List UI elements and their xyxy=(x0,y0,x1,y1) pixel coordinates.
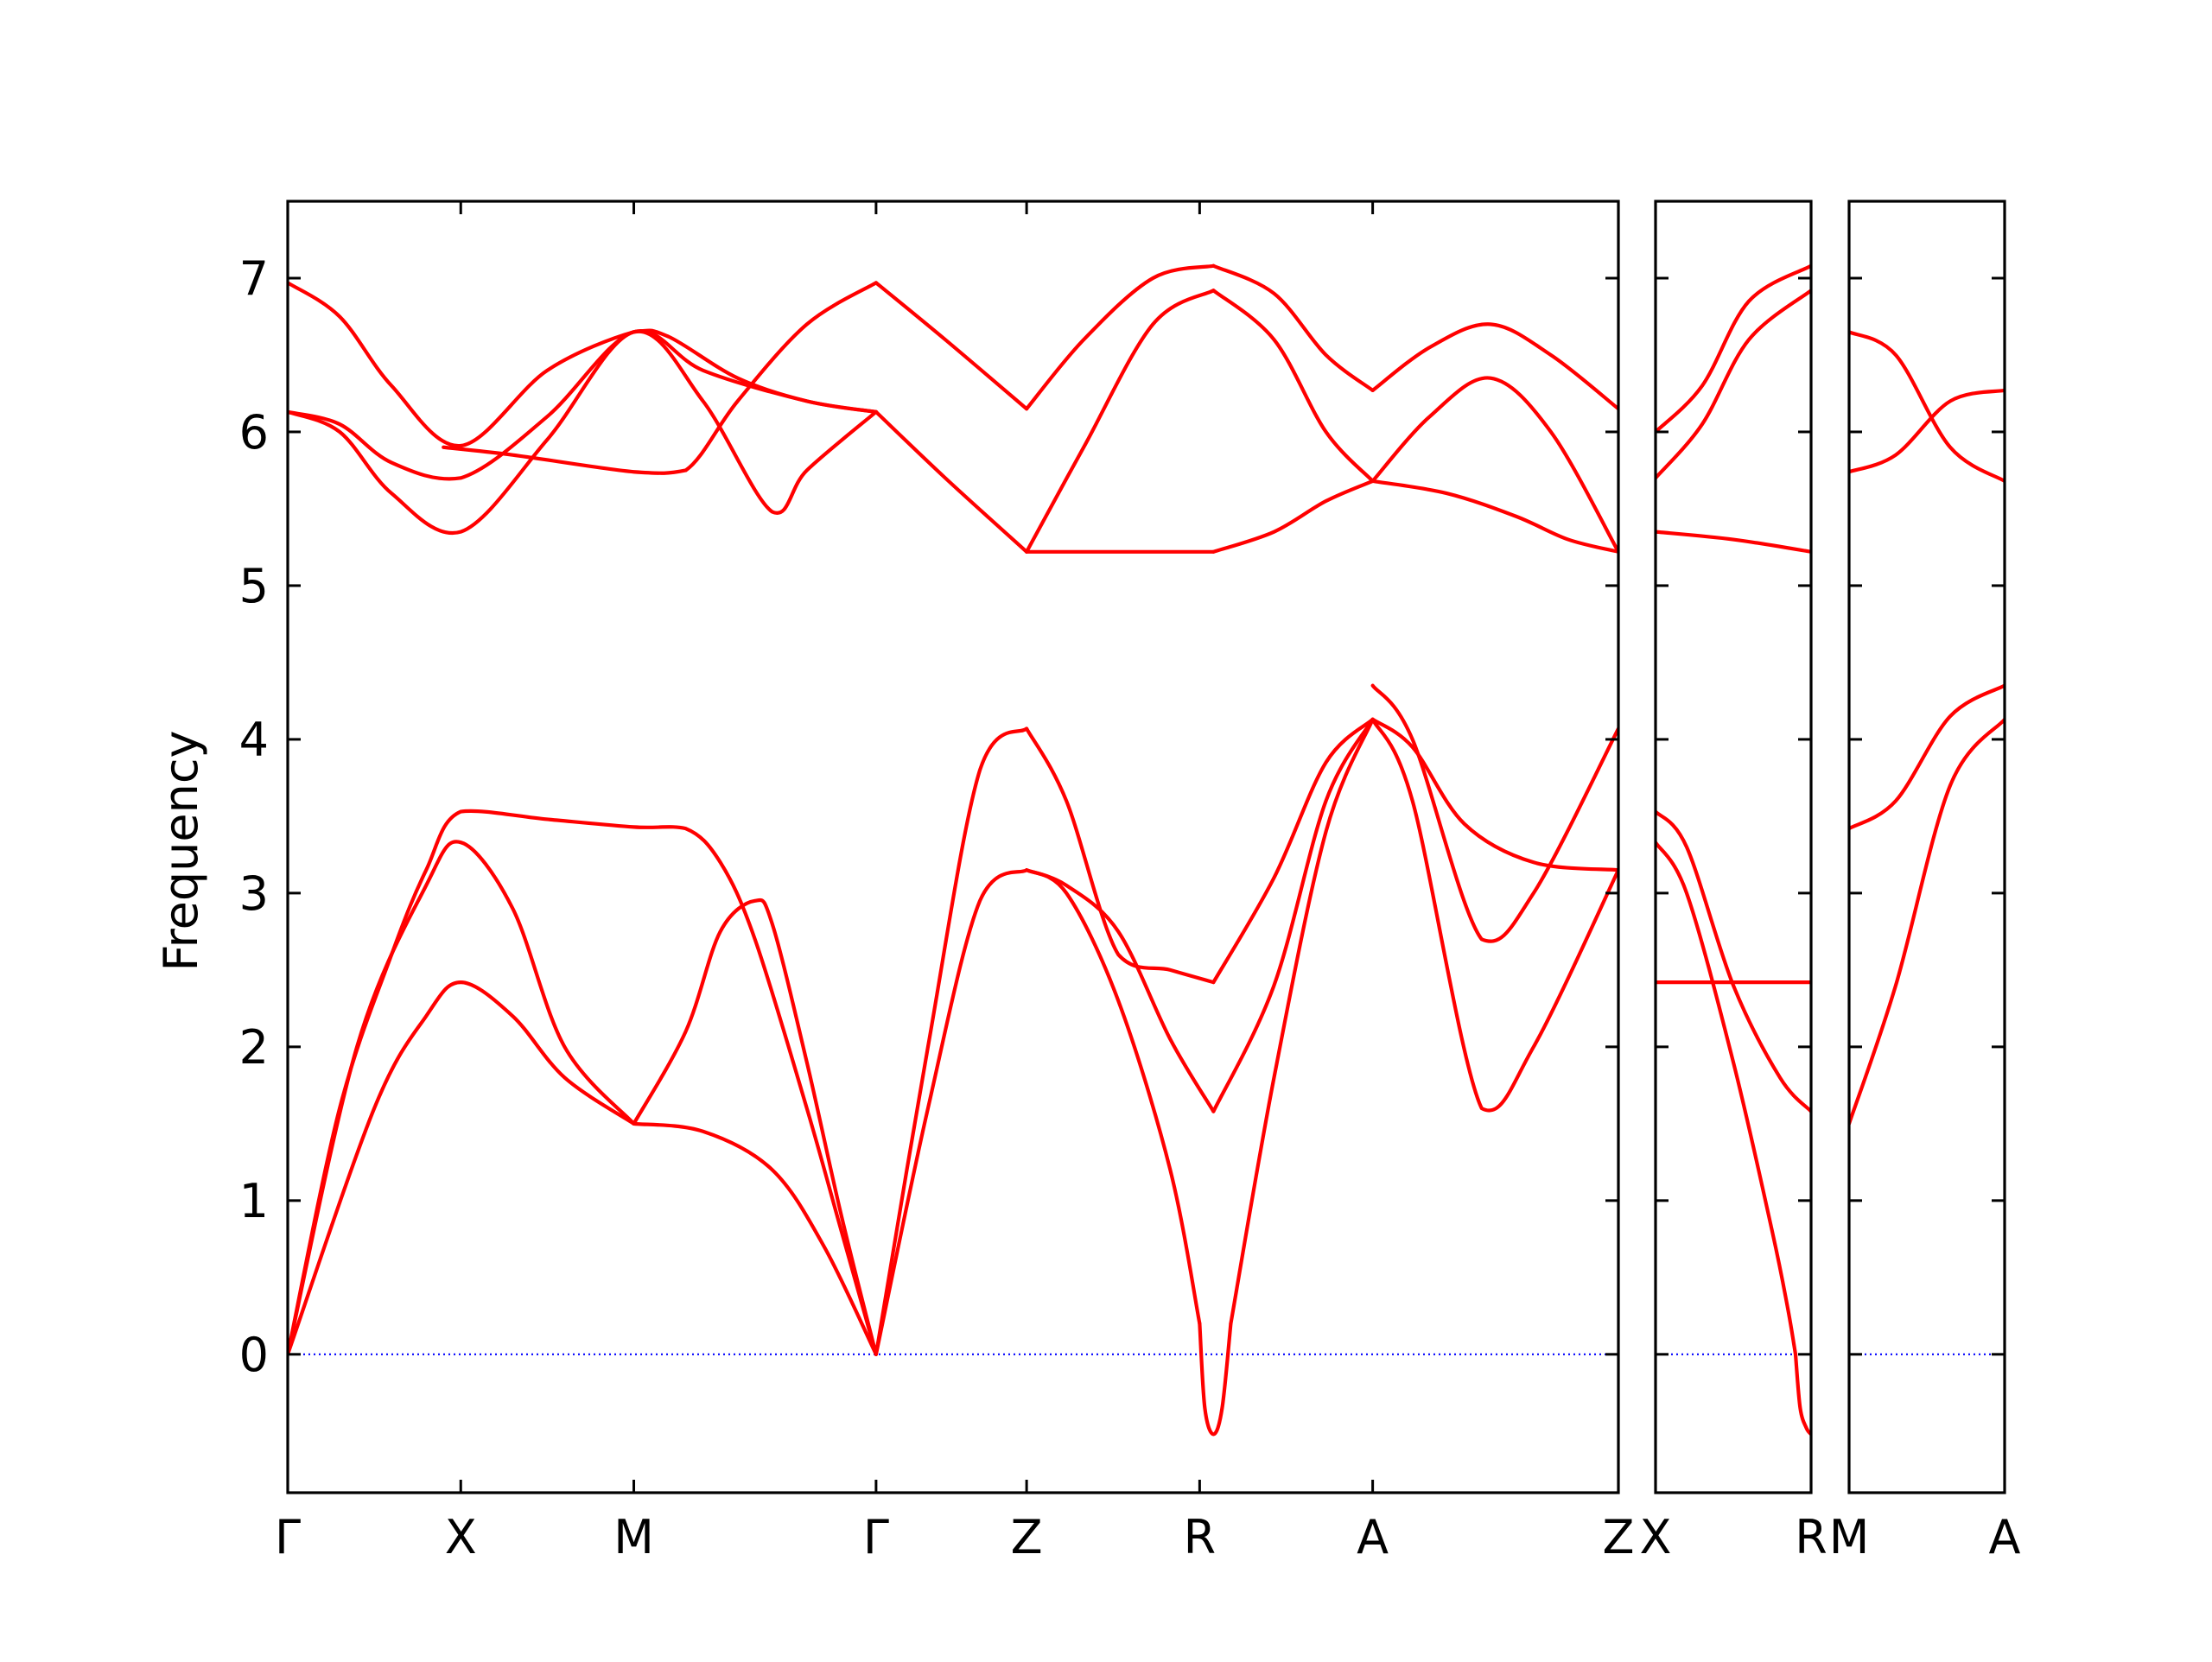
plot-frame xyxy=(1847,200,2006,1494)
bands xyxy=(1849,330,2005,1126)
phonon-band-29 xyxy=(1370,322,1618,411)
x-tick-label: X xyxy=(1640,1510,1672,1564)
y-tick-label: 3 xyxy=(239,866,269,921)
x-tick-label: M xyxy=(1829,1510,1870,1564)
phonon-band-28 xyxy=(1211,479,1375,554)
phonon-band-13 xyxy=(1211,717,1375,985)
phonon-band-7 xyxy=(1025,868,1202,1326)
phonon-band-0 xyxy=(1656,263,1811,435)
phonon-band-22 xyxy=(874,409,1029,554)
phonon-band-0 xyxy=(288,980,636,1356)
phonon-band-1 xyxy=(1656,289,1811,480)
phonon-band-2 xyxy=(1849,683,2005,831)
y-tick-label: 7 xyxy=(239,251,269,306)
x-tick-label: M xyxy=(613,1510,654,1564)
y-tick-label: 4 xyxy=(239,713,269,767)
phonon-band-19 xyxy=(288,329,878,536)
y-tick-label: 5 xyxy=(239,559,269,613)
phonon-band-11 xyxy=(1211,717,1375,1113)
x-tick-label: A xyxy=(1989,1510,2021,1564)
x-tick-label: X xyxy=(445,1510,477,1564)
phonon-band-4 xyxy=(288,809,878,1356)
x-tick-label: Z xyxy=(1011,1510,1043,1564)
phonon-band-30 xyxy=(1370,376,1618,554)
phonon-band-9 xyxy=(1229,717,1375,1326)
phonon-band-3 xyxy=(1849,717,2005,1126)
x-tick-label: Γ xyxy=(863,1510,889,1564)
phonon-band-24 xyxy=(1211,263,1375,393)
phonon-band-14 xyxy=(1370,717,1618,872)
phonon-band-25 xyxy=(1025,289,1216,554)
phonon-band-15 xyxy=(1370,717,1618,1113)
bands xyxy=(1656,263,1811,1437)
phonon-band-0 xyxy=(1849,330,2005,484)
phonon-band-3 xyxy=(632,898,878,1356)
x-tick-label: Γ xyxy=(275,1510,301,1564)
phonon-band-18 xyxy=(288,328,878,481)
phonon-band-1 xyxy=(1849,388,2005,474)
y-axis-label: Frequency xyxy=(154,731,208,972)
phonon-band-26 xyxy=(1211,289,1375,484)
bands xyxy=(288,263,1618,1437)
x-tick-label: A xyxy=(1357,1510,1389,1564)
phonon-band-16 xyxy=(1370,683,1618,943)
y-tick-label: 2 xyxy=(239,1020,269,1075)
phonon-band-21 xyxy=(874,281,1029,411)
x-tick-label: Z xyxy=(1603,1510,1635,1564)
phonon-band-5 xyxy=(874,868,1029,1356)
phonon-band-31 xyxy=(1370,479,1618,554)
phonon-band-6 xyxy=(1793,1352,1811,1437)
phonon-band-10 xyxy=(1025,868,1216,1113)
phonon-band-23 xyxy=(1025,263,1216,411)
panel-path-gamma-x-m-gamma-z-r-a-z: 0 1 2 3 4 5 6 7 Γ X M Γ Z R A Z xyxy=(239,200,1635,1564)
phonon-band-6 xyxy=(874,726,1029,1356)
phonon-band-5 xyxy=(1656,841,1798,1356)
y-tick-label: 0 xyxy=(239,1328,269,1382)
plot-frame xyxy=(286,200,1620,1494)
phonon-band-20 xyxy=(442,281,878,475)
y-tick-label: 1 xyxy=(239,1174,269,1228)
phonon-band-8 xyxy=(1198,1322,1233,1437)
x-tick-label: R xyxy=(1795,1510,1827,1564)
phonon-band-4 xyxy=(1656,809,1811,1113)
phonon-band-2 xyxy=(1656,530,1811,554)
y-tick-label: 6 xyxy=(239,405,269,460)
phonon-band-12 xyxy=(1025,726,1216,985)
x-tick-label: R xyxy=(1184,1510,1217,1564)
phonon-band-1 xyxy=(632,1121,878,1356)
plot-frame xyxy=(1654,200,1813,1494)
